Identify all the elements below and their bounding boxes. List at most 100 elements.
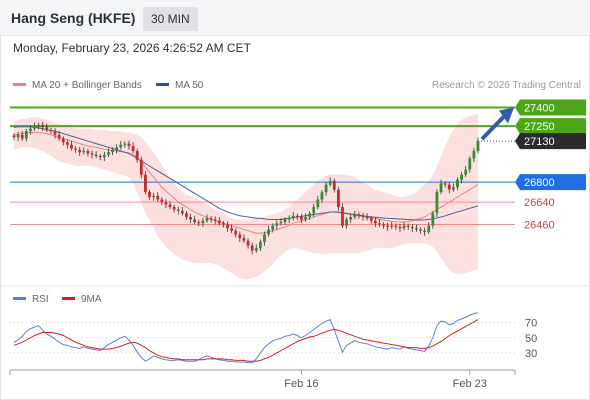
candle-body bbox=[263, 234, 266, 242]
candle-body bbox=[246, 240, 250, 246]
candle-body bbox=[382, 224, 385, 226]
candle-body bbox=[127, 143, 131, 147]
candle-body bbox=[378, 223, 381, 225]
candle-body bbox=[160, 199, 164, 203]
candle-body bbox=[324, 184, 328, 193]
price-label-text: 26460 bbox=[524, 219, 555, 231]
candle-body bbox=[94, 154, 98, 157]
candle-body bbox=[74, 148, 77, 150]
price-label-27130: 27130 bbox=[515, 133, 586, 150]
legend-label-ma20: MA 20 + Bollinger Bands bbox=[32, 80, 142, 91]
candle-body bbox=[464, 169, 468, 175]
legend-item-ma20: MA 20 + Bollinger Bands bbox=[13, 80, 142, 91]
candle-body bbox=[49, 129, 53, 132]
x-tick-label: Feb 23 bbox=[453, 378, 487, 390]
candle-body bbox=[242, 238, 246, 241]
candle-body bbox=[238, 234, 242, 239]
candle-body bbox=[148, 192, 151, 198]
candle-body bbox=[222, 223, 225, 225]
ma50-line bbox=[13, 126, 479, 221]
candle-body bbox=[373, 220, 377, 224]
candle-body bbox=[369, 218, 373, 221]
candle-body bbox=[456, 179, 459, 188]
candle-body bbox=[98, 156, 102, 158]
candle-body bbox=[230, 228, 234, 231]
candle-body bbox=[320, 192, 324, 200]
candle-body bbox=[361, 215, 365, 218]
candle-body bbox=[41, 124, 45, 128]
candle-body bbox=[402, 225, 406, 229]
candle-body bbox=[353, 214, 357, 218]
candle-body bbox=[143, 174, 147, 193]
candle-body bbox=[254, 248, 258, 251]
price-label-bg bbox=[515, 133, 586, 150]
candle-body bbox=[172, 207, 176, 210]
candle-body bbox=[61, 138, 65, 143]
candle-body bbox=[78, 149, 82, 153]
candle-body bbox=[119, 144, 123, 148]
legend-swatch-9ma bbox=[62, 296, 75, 300]
price-label-27400: 27400 bbox=[515, 99, 586, 116]
rsi-9ma-line bbox=[13, 319, 479, 362]
legend-swatch-rsi bbox=[13, 296, 26, 300]
candle-body bbox=[316, 199, 320, 208]
candle-body bbox=[16, 134, 20, 138]
legend-swatch-ma50 bbox=[156, 82, 169, 86]
candle-body bbox=[476, 141, 480, 152]
x-tick-label: Feb 16 bbox=[284, 378, 318, 390]
candle-body bbox=[45, 127, 49, 130]
candle-body bbox=[57, 134, 61, 139]
candle-body bbox=[53, 131, 57, 135]
candle-body bbox=[328, 180, 332, 185]
candle-body bbox=[250, 245, 254, 251]
timestamp: Monday, February 23, 2026 4:26:52 AM CET bbox=[13, 41, 251, 55]
candle-body bbox=[115, 147, 119, 150]
legend-swatch-ma20 bbox=[13, 82, 26, 86]
candle-body bbox=[443, 183, 447, 185]
candle-body bbox=[332, 180, 336, 190]
price-label-text: 27250 bbox=[524, 121, 555, 133]
timeframe-badge[interactable]: 30 MIN bbox=[143, 7, 198, 31]
price-label-text: 26640 bbox=[524, 197, 555, 209]
candle-body bbox=[139, 159, 143, 175]
price-label-bg bbox=[515, 194, 586, 211]
price-label-text: 27400 bbox=[524, 102, 555, 114]
candle-body bbox=[287, 218, 291, 220]
forecast-arrow-head bbox=[499, 107, 514, 124]
bollinger-band-fill bbox=[14, 113, 478, 280]
price-label-26460: 26460 bbox=[515, 216, 586, 233]
candle-body bbox=[472, 151, 476, 159]
candle-body bbox=[234, 230, 238, 235]
forecast-arrow-shaft bbox=[480, 115, 506, 141]
candle-body bbox=[102, 154, 106, 158]
candle-body bbox=[135, 151, 139, 160]
candles bbox=[12, 121, 480, 255]
research-credit: Research © 2026 Trading Central bbox=[431, 80, 581, 91]
candle-body bbox=[410, 226, 414, 229]
candle-body bbox=[131, 146, 135, 152]
rsi-tick-label: 50 bbox=[525, 333, 537, 345]
legend-item-ma50: MA 50 bbox=[156, 80, 203, 91]
legend-label-ma50: MA 50 bbox=[175, 80, 204, 91]
candle-body bbox=[267, 229, 270, 235]
candle-body bbox=[308, 213, 312, 218]
candle-body bbox=[357, 214, 361, 216]
candle-body bbox=[111, 149, 114, 153]
candle-body bbox=[189, 217, 192, 220]
candle-body bbox=[197, 221, 201, 224]
candle-body bbox=[415, 228, 418, 230]
candle-body bbox=[341, 207, 344, 226]
candle-body bbox=[213, 219, 217, 221]
candle-body bbox=[168, 204, 172, 208]
candle-body bbox=[24, 131, 28, 139]
rsi-tick-label: 70 bbox=[525, 318, 537, 330]
price-label-text: 26800 bbox=[524, 177, 555, 189]
candle-body bbox=[205, 218, 209, 221]
price-label-bg bbox=[515, 118, 586, 135]
legend-item-rsi: RSI bbox=[13, 294, 49, 305]
candle-body bbox=[258, 241, 262, 249]
candle-body bbox=[406, 225, 410, 227]
candle-body bbox=[423, 230, 427, 232]
